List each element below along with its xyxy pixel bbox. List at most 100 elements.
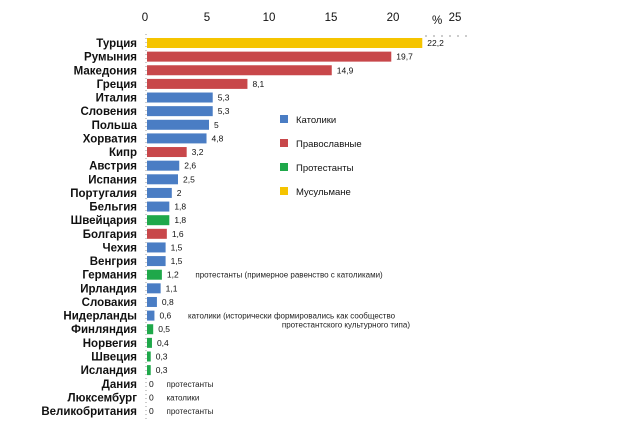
category-label: Италия (96, 93, 137, 105)
value-label: 4,8 (212, 133, 224, 143)
annotation: католики (167, 393, 200, 402)
legend-swatch (280, 115, 288, 123)
category-label: Дания (102, 379, 137, 391)
value-label: 0,3 (156, 351, 168, 361)
bar (147, 78, 248, 89)
x-tick-label: 5 (204, 12, 210, 24)
bar (147, 324, 154, 335)
value-label: 2,5 (183, 174, 195, 184)
category-label: Норвегия (83, 338, 137, 350)
bar (147, 174, 178, 185)
bar (147, 147, 187, 158)
legend-label: Мусульмане (296, 187, 351, 198)
bar (147, 242, 166, 253)
category-label: Словения (80, 106, 137, 118)
bar-row: Испания 2,5 (88, 174, 195, 186)
bar-row: Италия 5,3 (96, 92, 230, 105)
legend-item: Протестанты (280, 163, 354, 174)
category-label: Венгрия (90, 256, 137, 268)
unit-label: % (432, 15, 442, 27)
value-label: 5,3 (218, 93, 230, 103)
bar-row: Болгария 1,6 (83, 228, 184, 241)
bar-row: Македония 14,9 (74, 65, 354, 77)
bar-row: Ирландия 1,1 (80, 283, 178, 295)
category-label: Австрия (89, 161, 137, 173)
value-label: 0,3 (156, 365, 168, 375)
bar-row: Хорватия 4,8 (83, 133, 224, 145)
annotation: протестанты (167, 380, 214, 389)
value-label: 0,6 (159, 311, 171, 321)
value-label: 22,2 (427, 38, 444, 48)
bar-row: Швеция 0,3 (91, 351, 168, 363)
bar (147, 365, 151, 376)
category-label: Греция (97, 79, 137, 91)
bar-row: Чехия 1,5 (103, 242, 183, 254)
category-label: Швейцария (71, 215, 137, 227)
bar-row: Финляндия 0,5 (71, 324, 170, 336)
category-label: Ирландия (80, 283, 137, 295)
category-label: Нидерланды (63, 311, 137, 323)
x-tick-label: 0 (142, 12, 148, 24)
value-label: 0,4 (157, 338, 169, 348)
bar (147, 296, 157, 307)
bar-row: Бельгия 1,8 (89, 201, 186, 214)
value-label: 8,1 (252, 79, 264, 89)
bar (147, 215, 170, 226)
value-label: 5,3 (218, 106, 230, 116)
value-label: 3,2 (192, 147, 204, 157)
value-label: 1,6 (172, 229, 184, 239)
category-label: Македония (74, 65, 137, 77)
bar (147, 228, 167, 239)
bar (147, 201, 170, 212)
bar-row: Турция 22,2 (96, 38, 444, 50)
bar (147, 160, 180, 171)
legend-item: Православные (280, 139, 362, 150)
value-label: 5 (214, 120, 219, 130)
category-label: Португалия (70, 188, 137, 200)
value-label: 0,5 (158, 324, 170, 334)
bar (147, 133, 207, 144)
category-label: Польша (92, 120, 138, 132)
bar (147, 256, 166, 267)
bar-row: Кипр 3,2 (109, 147, 204, 159)
x-tick-label: 10 (263, 12, 276, 24)
bar-row: Германия 1,2 протестанты (примерное равенс… (82, 269, 383, 282)
bar (147, 51, 392, 62)
legend-swatch (280, 187, 288, 195)
value-label: 0 (149, 379, 154, 389)
category-label: Швеция (91, 351, 137, 363)
bar (147, 38, 423, 48)
annotation: протестанты (167, 407, 214, 416)
legend-item: Мусульмане (280, 187, 351, 198)
category-label: Финляндия (71, 324, 137, 336)
value-label: 2,6 (184, 161, 196, 171)
bar (147, 106, 213, 117)
bars-group: Турция 22,2 Румыния 19,7 Македония 14,9 Греция… (41, 38, 444, 418)
bar-row: Великобритания 0 протестанты (41, 406, 213, 418)
bar-row: Норвегия 0,4 (83, 337, 169, 350)
legend-label: Протестанты (296, 163, 354, 174)
bar-row: Венгрия 1,5 (90, 256, 183, 268)
bar-row: Исландия 0,3 (81, 365, 168, 377)
bar-row: Словения 5,3 (80, 106, 230, 118)
category-label: Болгария (83, 229, 137, 241)
bar-row: Люксембург 0 католики (68, 392, 200, 404)
bar-row: Португалия 2 (70, 187, 182, 200)
bar-row: Швейцария 1,8 (71, 215, 186, 227)
x-tick-label: 20 (387, 12, 400, 24)
category-label: Люксембург (68, 392, 138, 404)
category-label: Германия (82, 270, 137, 282)
bar (147, 283, 161, 294)
value-label: 1,8 (174, 215, 186, 225)
category-label: Великобритания (41, 406, 137, 418)
category-label: Хорватия (83, 133, 137, 145)
value-label: 1,8 (174, 202, 186, 212)
bar-row: Австрия 2,6 (89, 160, 196, 173)
value-label: 14,9 (337, 65, 354, 75)
value-label: 1,2 (167, 270, 179, 280)
category-label: Бельгия (89, 202, 137, 214)
annotation: католики (исторически формировались как … (188, 312, 396, 321)
value-label: 0 (149, 406, 154, 416)
legend-item: Католики (280, 115, 336, 126)
